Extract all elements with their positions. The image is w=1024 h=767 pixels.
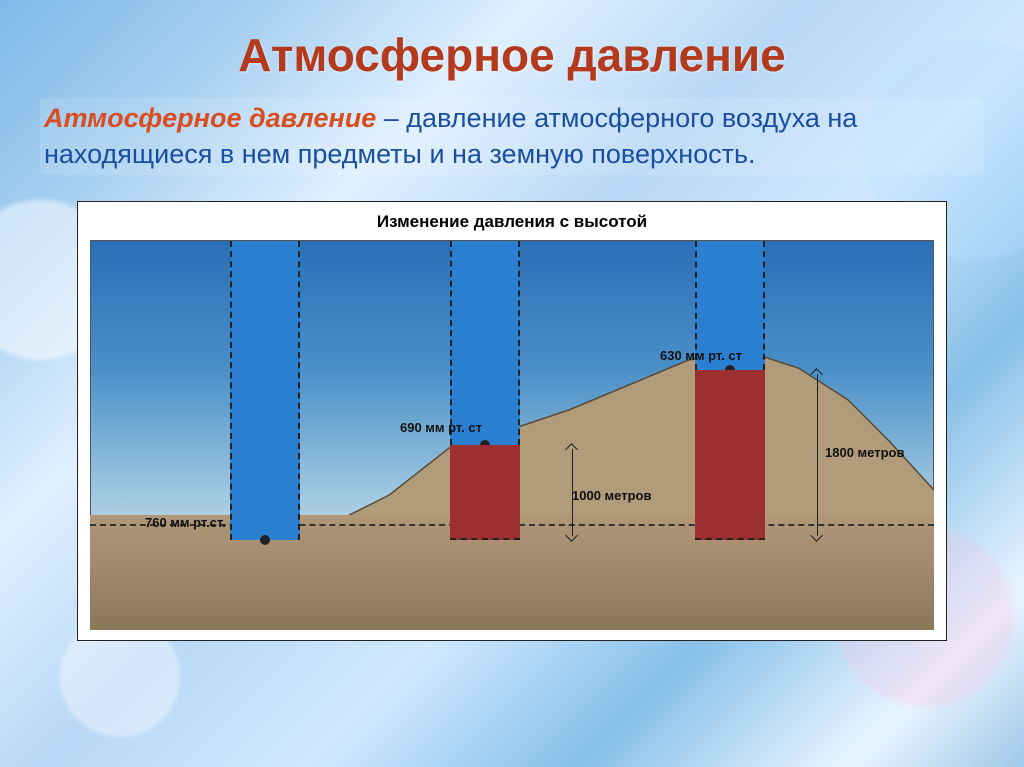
- pressure-label-1: 690 мм рт. ст: [400, 420, 482, 435]
- pressure-label-0: 760 мм рт.ст.: [145, 515, 226, 530]
- air-column-0: [230, 241, 300, 540]
- height-label-1: 1000 метров: [572, 488, 651, 503]
- height-label-2: 1800 метров: [825, 445, 904, 460]
- pressure-label-2: 630 мм рт. ст: [660, 348, 742, 363]
- definition-block: Атмосферное давление – давление атмосфер…: [40, 98, 984, 175]
- diagram-title: Изменение давления с высотой: [78, 202, 946, 232]
- slide-title: Атмосферное давление: [40, 28, 984, 82]
- height-tower-2: [695, 370, 765, 540]
- slide: Атмосферное давление Атмосферное давлени…: [0, 0, 1024, 767]
- height-tower-1: [450, 445, 520, 540]
- diagram-canvas: 760 мм рт.ст. 690 мм рт. ст 1000 метров 630…: [78, 240, 946, 640]
- definition-term: Атмосферное давление: [44, 103, 376, 133]
- height-ruler-2: [817, 374, 818, 536]
- air-column-1: [450, 241, 520, 445]
- measurement-point-0: [260, 535, 270, 545]
- diagram: Изменение давления с высотой 760 мм рт.с…: [77, 201, 947, 641]
